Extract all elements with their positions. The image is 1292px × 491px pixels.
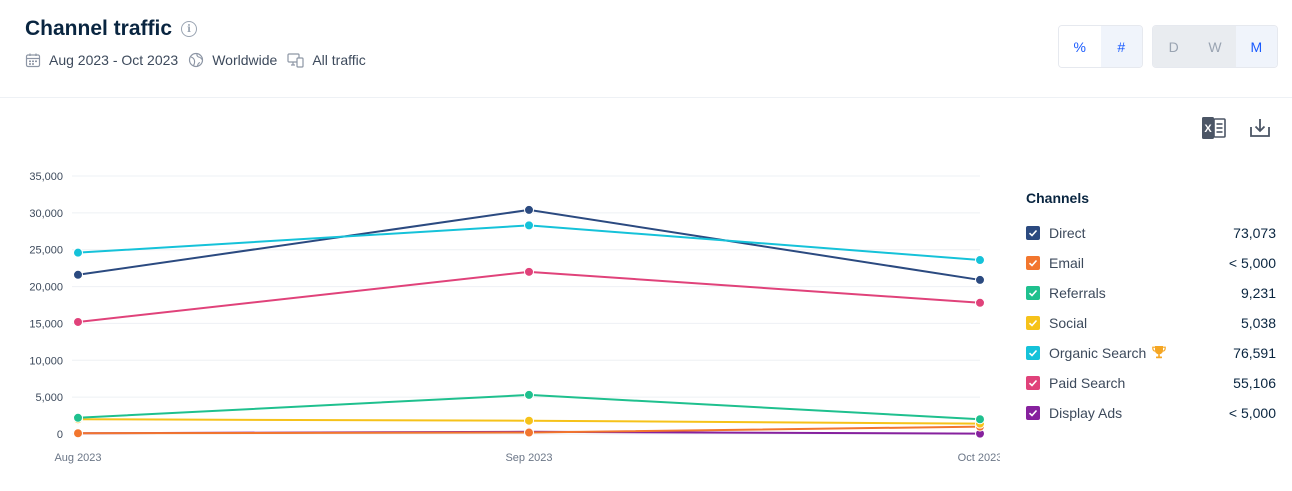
traffic-type-filter[interactable]: All traffic: [287, 52, 366, 68]
excel-export-icon[interactable]: X: [1200, 114, 1228, 142]
y-tick-label: 25,000: [29, 245, 63, 257]
download-icon[interactable]: [1246, 114, 1274, 142]
data-point-paid-search: [73, 316, 83, 327]
data-point-direct: [73, 269, 83, 280]
week-toggle-button[interactable]: W: [1194, 26, 1236, 67]
legend-label: Referrals: [1049, 285, 1106, 301]
legend-item-referrals[interactable]: Referrals 9,231: [1026, 278, 1276, 308]
checkbox-icon[interactable]: [1026, 286, 1040, 300]
data-point-referrals: [524, 389, 534, 400]
legend-item-display-ads[interactable]: Display Ads < 5,000: [1026, 398, 1276, 428]
day-toggle-button[interactable]: D: [1153, 26, 1195, 67]
legend-item-social[interactable]: Social 5,038: [1026, 308, 1276, 338]
info-icon[interactable]: i: [181, 21, 198, 37]
data-point-direct: [975, 274, 985, 285]
checkbox-icon[interactable]: [1026, 226, 1040, 240]
data-point-paid-search: [524, 266, 534, 277]
series-line-paid-search: [77, 270, 981, 323]
legend-label: Direct: [1049, 225, 1086, 241]
data-point-organic-search: [975, 255, 985, 266]
legend-title: Channels: [1026, 190, 1090, 206]
legend-value: 5,038: [1240, 315, 1276, 331]
date-range-label: Aug 2023 - Oct 2023: [49, 52, 179, 68]
trophy-icon: [1151, 345, 1167, 362]
filters-bar: Aug 2023 - Oct 2023 Worldwide All traffi…: [25, 52, 376, 68]
data-point-organic-search: [73, 247, 83, 258]
legend-value: < 5,000: [1228, 405, 1276, 421]
page-title: Channel traffic: [25, 17, 173, 40]
data-point-referrals: [975, 414, 985, 425]
data-point-direct: [524, 204, 534, 215]
data-point-social: [524, 415, 534, 426]
legend-label: Paid Search: [1049, 375, 1126, 391]
calendar-icon: [25, 52, 41, 68]
legend-value: 76,591: [1233, 345, 1276, 361]
y-tick-label: 30,000: [29, 208, 63, 220]
y-tick-label: 5,000: [35, 392, 63, 404]
x-tick-label: Aug 2023: [54, 452, 101, 464]
header: Channel traffic i Aug 2023 - Oct 2023 Wo…: [0, 0, 1292, 98]
globe-icon: [188, 52, 204, 68]
y-tick-label: 20,000: [29, 282, 63, 294]
data-point-email: [73, 428, 83, 439]
checkbox-icon[interactable]: [1026, 376, 1040, 390]
data-point-email: [524, 427, 534, 438]
legend-value: 9,231: [1240, 285, 1276, 301]
traffic-type-label: All traffic: [312, 52, 366, 68]
checkbox-icon[interactable]: [1026, 256, 1040, 270]
data-point-organic-search: [524, 220, 534, 231]
legend-value: 55,106: [1233, 375, 1276, 391]
page-title-row: Channel traffic i: [25, 17, 198, 41]
unit-toggle: % #: [1058, 25, 1143, 68]
y-tick-label: 10,000: [29, 355, 63, 367]
legend-item-paid-search[interactable]: Paid Search 55,106: [1026, 368, 1276, 398]
data-point-paid-search: [975, 297, 985, 308]
checkbox-icon[interactable]: [1026, 346, 1040, 360]
svg-text:X: X: [1204, 123, 1212, 135]
channels-legend: Channels Direct 73,073 Email < 5,000 Referra…: [1026, 190, 1276, 428]
region-filter[interactable]: Worldwide: [188, 52, 277, 68]
region-label: Worldwide: [212, 52, 278, 68]
legend-label: Social: [1049, 315, 1088, 331]
legend-item-organic-search[interactable]: Organic Search 76,591: [1026, 338, 1276, 368]
number-toggle-button[interactable]: #: [1100, 26, 1142, 67]
checkbox-icon[interactable]: [1026, 316, 1040, 330]
y-tick-label: 35,000: [29, 171, 63, 183]
legend-item-email[interactable]: Email < 5,000: [1026, 248, 1276, 278]
y-tick-label: 0: [57, 429, 63, 441]
period-toggle: D W M: [1152, 25, 1278, 68]
data-point-referrals: [73, 412, 83, 423]
legend-label: Email: [1049, 255, 1085, 271]
legend-label: Organic Search: [1049, 345, 1147, 361]
devices-icon: [287, 52, 304, 68]
date-range-filter[interactable]: Aug 2023 - Oct 2023: [25, 52, 178, 68]
x-tick-label: Sep 2023: [505, 452, 552, 464]
legend-label: Display Ads: [1049, 405, 1123, 421]
legend-value: 73,073: [1233, 225, 1276, 241]
legend-item-direct[interactable]: Direct 73,073: [1026, 218, 1276, 248]
y-tick-label: 15,000: [29, 318, 63, 330]
month-toggle-button[interactable]: M: [1235, 26, 1277, 67]
percent-toggle-button[interactable]: %: [1059, 26, 1101, 67]
channel-traffic-line-chart: 0 5,000 10,000 15,000 20,000 25,000 30,000 35,0…: [29, 171, 1000, 464]
legend-value: < 5,000: [1228, 255, 1276, 271]
x-tick-label: Oct 2023: [958, 452, 1000, 464]
checkbox-icon[interactable]: [1026, 406, 1040, 420]
